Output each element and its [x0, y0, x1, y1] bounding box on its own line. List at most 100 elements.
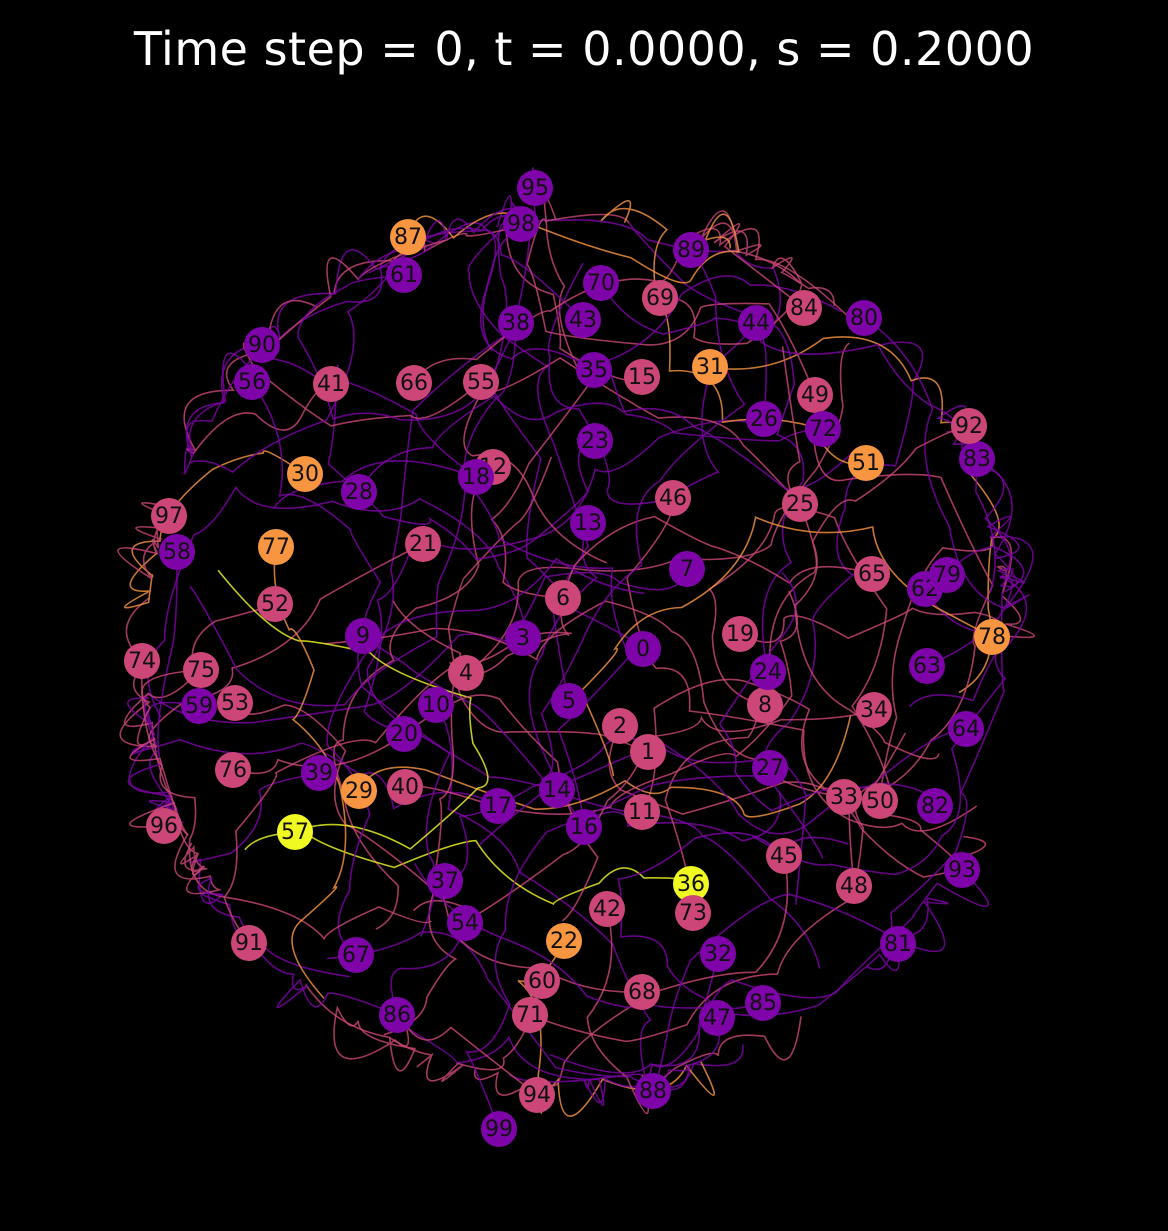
node-label-33: 33 — [830, 785, 858, 810]
node-44: 44 — [738, 305, 774, 341]
node-11: 11 — [624, 794, 660, 830]
node-68: 68 — [624, 974, 660, 1010]
node-45: 45 — [766, 838, 802, 874]
node-99: 99 — [481, 1111, 517, 1147]
node-77: 77 — [258, 529, 294, 565]
node-42: 42 — [589, 891, 625, 927]
node-circle-37 — [427, 863, 463, 899]
trail-70 — [600, 282, 996, 593]
node-8: 8 — [747, 687, 783, 723]
node-label-72: 72 — [809, 417, 837, 442]
node-label-43: 43 — [569, 308, 597, 333]
node-label-82: 82 — [921, 794, 949, 819]
node-73: 73 — [675, 895, 711, 931]
node-circle-85 — [745, 985, 781, 1021]
trail-24 — [628, 222, 805, 673]
node-label-32: 32 — [704, 942, 732, 967]
node-86: 86 — [379, 997, 415, 1033]
trail-67 — [326, 557, 645, 956]
plot-title: Time step = 0, t = 0.0000, s = 0.2000 — [133, 22, 1035, 76]
node-label-65: 65 — [858, 562, 886, 587]
node-21: 21 — [405, 526, 441, 562]
node-circle-53 — [217, 685, 253, 721]
trail-39 — [189, 772, 351, 978]
node-circle-69 — [642, 280, 678, 316]
node-label-69: 69 — [646, 286, 674, 311]
node-label-83: 83 — [963, 447, 991, 472]
trail-96 — [129, 801, 209, 876]
node-label-0: 0 — [636, 637, 650, 662]
trail-20 — [363, 419, 757, 735]
node-36: 36 — [673, 866, 709, 902]
node-circle-3 — [505, 620, 541, 656]
node-23: 23 — [577, 423, 613, 459]
node-circle-16 — [566, 809, 602, 845]
node-label-30: 30 — [291, 462, 319, 487]
trail-4 — [465, 342, 850, 674]
trail-87 — [407, 212, 740, 284]
node-67: 67 — [338, 937, 374, 973]
node-33: 33 — [826, 779, 862, 815]
node-circle-94 — [519, 1077, 555, 1113]
trail-72 — [605, 275, 842, 442]
node-label-5: 5 — [562, 689, 576, 714]
node-circle-77 — [258, 529, 294, 565]
node-circle-46 — [655, 480, 691, 516]
node-label-70: 70 — [587, 271, 615, 296]
node-circle-71 — [512, 997, 548, 1033]
trail-60 — [305, 980, 543, 1082]
node-label-14: 14 — [543, 778, 571, 803]
node-label-48: 48 — [840, 874, 868, 899]
node-circle-72 — [805, 411, 841, 447]
node-53: 53 — [217, 685, 253, 721]
node-circle-6 — [545, 580, 581, 616]
trail-25 — [463, 356, 801, 564]
node-circle-47 — [699, 1000, 735, 1036]
node-30: 30 — [287, 456, 323, 492]
node-label-35: 35 — [580, 358, 608, 383]
node-17: 17 — [480, 788, 516, 824]
node-circle-83 — [959, 441, 995, 477]
node-circle-35 — [576, 352, 612, 388]
node-label-81: 81 — [884, 932, 912, 957]
node-circle-11 — [624, 794, 660, 830]
trail-17 — [130, 694, 499, 810]
node-circle-45 — [766, 838, 802, 874]
node-circle-99 — [481, 1111, 517, 1147]
node-26: 26 — [746, 401, 782, 437]
trail-18 — [259, 244, 477, 478]
node-label-29: 29 — [345, 779, 373, 804]
node-circle-74 — [124, 643, 160, 679]
trail-28 — [358, 394, 856, 493]
node-75: 75 — [183, 652, 219, 688]
node-35: 35 — [576, 352, 612, 388]
node-label-73: 73 — [679, 901, 707, 926]
node-label-61: 61 — [390, 263, 418, 288]
node-13: 13 — [570, 505, 606, 541]
trail-30 — [124, 450, 306, 609]
trail-53 — [234, 702, 458, 1036]
node-79: 79 — [929, 557, 965, 593]
node-66: 66 — [396, 365, 432, 401]
node-circle-86 — [379, 997, 415, 1033]
node-4: 4 — [448, 655, 484, 691]
node-label-77: 77 — [262, 535, 290, 560]
node-9: 9 — [345, 618, 381, 654]
node-label-3: 3 — [516, 626, 530, 651]
particle-nodes: 0123456789101112131415161718192021222324… — [124, 170, 1010, 1147]
node-38: 38 — [498, 305, 534, 341]
node-circle-20 — [386, 716, 422, 752]
trail-83 — [908, 458, 1028, 708]
trail-86 — [197, 876, 398, 1016]
node-80: 80 — [846, 300, 882, 336]
node-label-37: 37 — [431, 869, 459, 894]
node-46: 46 — [655, 480, 691, 516]
node-97: 97 — [151, 498, 187, 534]
node-label-80: 80 — [850, 306, 878, 331]
node-59: 59 — [181, 688, 217, 724]
node-circle-59 — [181, 688, 217, 724]
node-circle-24 — [750, 654, 786, 690]
node-label-95: 95 — [521, 176, 549, 201]
node-label-93: 93 — [948, 858, 976, 883]
node-circle-49 — [797, 377, 833, 413]
